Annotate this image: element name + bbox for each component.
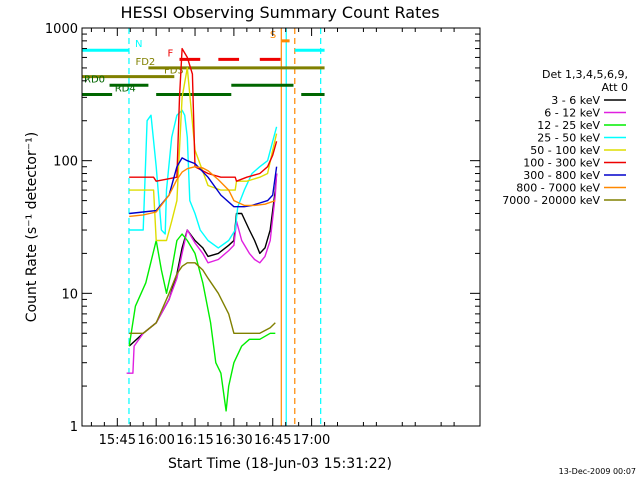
legend-entry-3: 25 - 50 keV: [537, 132, 600, 145]
y-tick-label-1: 10: [61, 287, 78, 302]
x-tick-label-0: 15:45: [99, 433, 136, 448]
flag-label-fd3: FD3: [164, 66, 184, 77]
footer-timestamp: 13-Dec-2009 00:07: [559, 467, 636, 476]
flag-label-rd4: RD4: [115, 84, 136, 95]
flag-label-f: F: [167, 48, 173, 59]
legend-header-0: Det 1,3,4,5,6,9,: [542, 68, 628, 81]
legend-entry-2: 12 - 25 keV: [537, 119, 600, 132]
legend-entry-7: 800 - 7000 keV: [516, 182, 600, 195]
series-line-0: [128, 173, 278, 347]
x-tick-label-3: 16:30: [215, 433, 252, 448]
legend-entry-5: 100 - 300 keV: [523, 157, 600, 170]
y-tick-label-3: 1000: [45, 22, 78, 37]
data-series: [126, 47, 278, 412]
legend-entry-8: 7000 - 20000 keV: [502, 194, 600, 207]
series-line-2: [128, 233, 276, 412]
legend-entry-4: 50 - 100 keV: [530, 144, 600, 157]
x-tick-label-2: 16:15: [176, 433, 213, 448]
x-axis: 15:45 16:00 16:15 16:30 16:45 17:00: [90, 28, 481, 448]
x-tick-label-1: 16:00: [137, 433, 174, 448]
plot-frame: [81, 27, 481, 427]
legend-entry-6: 300 - 800 keV: [523, 169, 600, 182]
y-axis: 1 10 100 1000: [45, 22, 480, 435]
marker-lines: [128, 28, 322, 426]
series-line-1: [126, 173, 278, 374]
x-tick-label-5: 17:00: [293, 433, 330, 448]
series-line-7: [129, 166, 276, 218]
chart-title: HESSI Observing Summary Count Rates: [120, 3, 439, 22]
y-axis-title: Count Rate (s⁻¹ detector⁻¹): [24, 132, 40, 322]
flag-label-fd2: FD2: [135, 57, 155, 68]
legend-header-1: Att 0: [602, 81, 628, 94]
x-tick-label-4: 16:45: [254, 433, 291, 448]
x-axis-title: Start Time (18-Jun-03 15:31:22): [168, 456, 392, 472]
flag-bars: NFFD2FD3RD0RD4S: [82, 30, 325, 97]
legend-entry-0: 3 - 6 keV: [551, 94, 600, 107]
series-line-8: [129, 262, 276, 334]
y-tick-label-2: 100: [53, 155, 78, 170]
y-tick-label-0: 1: [70, 420, 78, 435]
flag-label-n: N: [135, 39, 142, 50]
flag-label-rd0: RD0: [84, 74, 105, 85]
legend-entry-1: 6 - 12 keV: [544, 107, 600, 120]
